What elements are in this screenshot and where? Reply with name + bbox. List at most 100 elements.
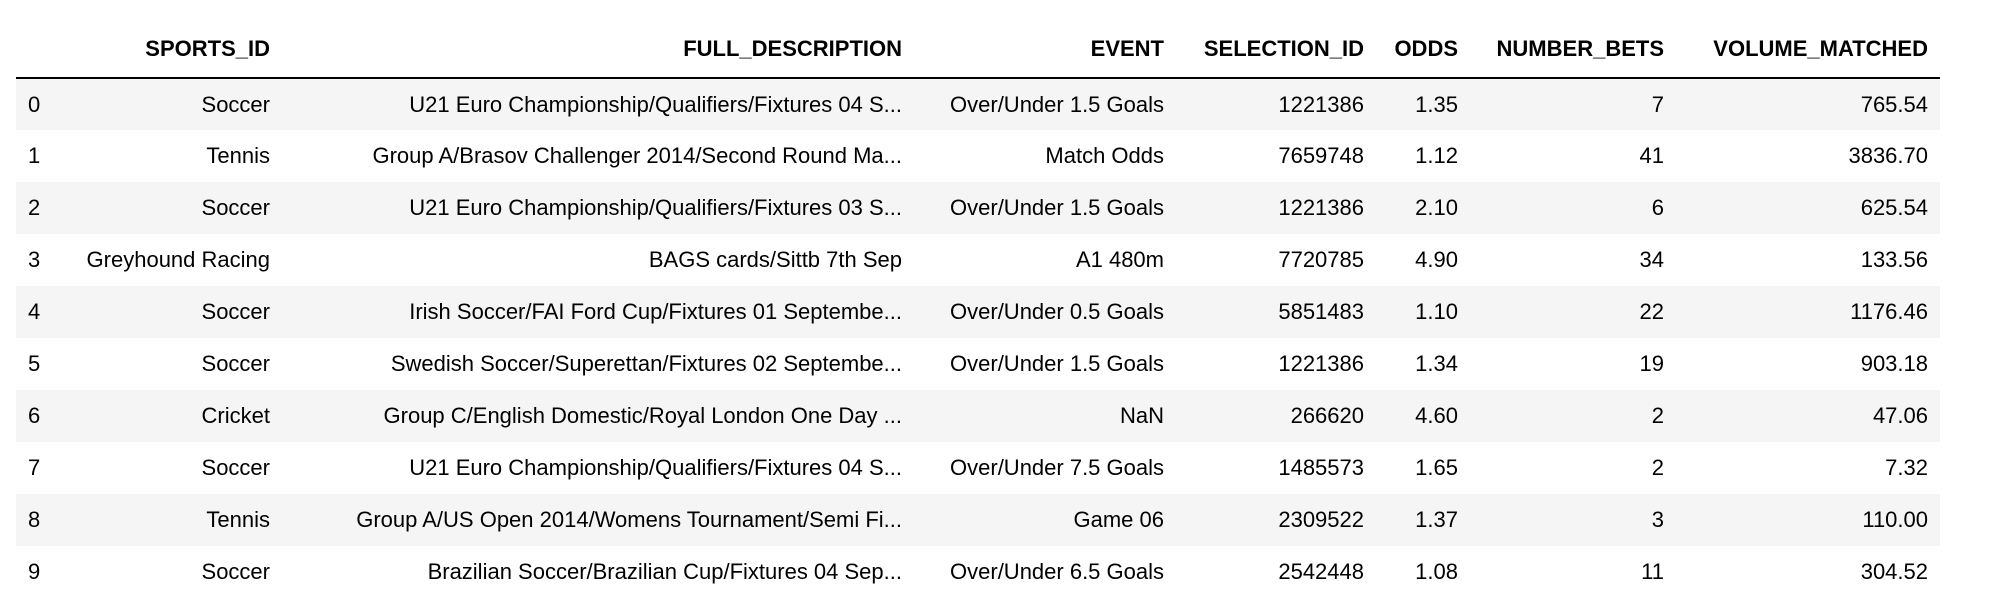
cell-number-bets: 34 <box>1470 234 1676 286</box>
cell-volume-matched: 110.00 <box>1676 494 1940 546</box>
row-index: 3 <box>16 234 64 286</box>
cell-full-description: U21 Euro Championship/Qualifiers/Fixture… <box>282 442 914 494</box>
column-header-sports-id: SPORTS_ID <box>64 20 282 79</box>
header-row: SPORTS_ID FULL_DESCRIPTION EVENT SELECTI… <box>16 20 1940 79</box>
cell-volume-matched: 903.18 <box>1676 338 1940 390</box>
row-index: 5 <box>16 338 64 390</box>
cell-odds: 1.34 <box>1376 338 1470 390</box>
cell-volume-matched: 1176.46 <box>1676 286 1940 338</box>
cell-full-description: Swedish Soccer/Superettan/Fixtures 02 Se… <box>282 338 914 390</box>
cell-full-description: Group A/US Open 2014/Womens Tournament/S… <box>282 494 914 546</box>
cell-sports-id: Soccer <box>64 546 282 598</box>
cell-event: Over/Under 1.5 Goals <box>914 182 1176 234</box>
cell-selection-id: 2542448 <box>1176 546 1376 598</box>
cell-volume-matched: 7.32 <box>1676 442 1940 494</box>
cell-odds: 1.10 <box>1376 286 1470 338</box>
cell-odds: 1.12 <box>1376 130 1470 182</box>
cell-sports-id: Greyhound Racing <box>64 234 282 286</box>
cell-sports-id: Soccer <box>64 286 282 338</box>
cell-full-description: U21 Euro Championship/Qualifiers/Fixture… <box>282 182 914 234</box>
cell-odds: 4.90 <box>1376 234 1470 286</box>
table-row: 6 Cricket Group C/English Domestic/Royal… <box>16 390 1940 442</box>
column-header-event: EVENT <box>914 20 1176 79</box>
cell-volume-matched: 625.54 <box>1676 182 1940 234</box>
table-row: 0 Soccer U21 Euro Championship/Qualifier… <box>16 78 1940 130</box>
cell-sports-id: Tennis <box>64 494 282 546</box>
table-row: 5 Soccer Swedish Soccer/Superettan/Fixtu… <box>16 338 1940 390</box>
column-header-full-description: FULL_DESCRIPTION <box>282 20 914 79</box>
cell-selection-id: 1221386 <box>1176 338 1376 390</box>
column-header-selection-id: SELECTION_ID <box>1176 20 1376 79</box>
cell-event: Over/Under 1.5 Goals <box>914 78 1176 130</box>
table-row: 1 Tennis Group A/Brasov Challenger 2014/… <box>16 130 1940 182</box>
cell-event: Over/Under 7.5 Goals <box>914 442 1176 494</box>
table-row: 4 Soccer Irish Soccer/FAI Ford Cup/Fixtu… <box>16 286 1940 338</box>
cell-sports-id: Soccer <box>64 182 282 234</box>
cell-event: Over/Under 0.5 Goals <box>914 286 1176 338</box>
cell-sports-id: Soccer <box>64 78 282 130</box>
cell-full-description: Group A/Brasov Challenger 2014/Second Ro… <box>282 130 914 182</box>
cell-full-description: Irish Soccer/FAI Ford Cup/Fixtures 01 Se… <box>282 286 914 338</box>
table-row: 2 Soccer U21 Euro Championship/Qualifier… <box>16 182 1940 234</box>
cell-event: Match Odds <box>914 130 1176 182</box>
row-index: 1 <box>16 130 64 182</box>
cell-number-bets: 22 <box>1470 286 1676 338</box>
cell-sports-id: Soccer <box>64 442 282 494</box>
column-header-number-bets: NUMBER_BETS <box>1470 20 1676 79</box>
dataframe-table: SPORTS_ID FULL_DESCRIPTION EVENT SELECTI… <box>16 20 1940 598</box>
cell-volume-matched: 3836.70 <box>1676 130 1940 182</box>
row-index: 2 <box>16 182 64 234</box>
cell-volume-matched: 133.56 <box>1676 234 1940 286</box>
cell-selection-id: 2309522 <box>1176 494 1376 546</box>
row-index: 0 <box>16 78 64 130</box>
cell-odds: 1.35 <box>1376 78 1470 130</box>
table-row: 8 Tennis Group A/US Open 2014/Womens Tou… <box>16 494 1940 546</box>
cell-full-description: BAGS cards/Sittb 7th Sep <box>282 234 914 286</box>
row-index: 9 <box>16 546 64 598</box>
cell-event: Over/Under 1.5 Goals <box>914 338 1176 390</box>
cell-full-description: U21 Euro Championship/Qualifiers/Fixture… <box>282 78 914 130</box>
index-header <box>16 20 64 79</box>
table-row: 9 Soccer Brazilian Soccer/Brazilian Cup/… <box>16 546 1940 598</box>
cell-full-description: Brazilian Soccer/Brazilian Cup/Fixtures … <box>282 546 914 598</box>
cell-sports-id: Soccer <box>64 338 282 390</box>
cell-sports-id: Tennis <box>64 130 282 182</box>
cell-number-bets: 7 <box>1470 78 1676 130</box>
cell-odds: 2.10 <box>1376 182 1470 234</box>
cell-number-bets: 2 <box>1470 442 1676 494</box>
table-row: 7 Soccer U21 Euro Championship/Qualifier… <box>16 442 1940 494</box>
cell-number-bets: 2 <box>1470 390 1676 442</box>
cell-volume-matched: 47.06 <box>1676 390 1940 442</box>
cell-event: NaN <box>914 390 1176 442</box>
row-index: 6 <box>16 390 64 442</box>
cell-number-bets: 3 <box>1470 494 1676 546</box>
cell-selection-id: 266620 <box>1176 390 1376 442</box>
cell-number-bets: 11 <box>1470 546 1676 598</box>
row-index: 7 <box>16 442 64 494</box>
cell-event: Over/Under 6.5 Goals <box>914 546 1176 598</box>
cell-selection-id: 1485573 <box>1176 442 1376 494</box>
column-header-volume-matched: VOLUME_MATCHED <box>1676 20 1940 79</box>
cell-event: A1 480m <box>914 234 1176 286</box>
table-row: 3 Greyhound Racing BAGS cards/Sittb 7th … <box>16 234 1940 286</box>
cell-full-description: Group C/English Domestic/Royal London On… <box>282 390 914 442</box>
cell-selection-id: 7720785 <box>1176 234 1376 286</box>
cell-odds: 1.08 <box>1376 546 1470 598</box>
cell-selection-id: 1221386 <box>1176 182 1376 234</box>
row-index: 4 <box>16 286 64 338</box>
cell-odds: 1.37 <box>1376 494 1470 546</box>
cell-event: Game 06 <box>914 494 1176 546</box>
cell-volume-matched: 304.52 <box>1676 546 1940 598</box>
cell-selection-id: 7659748 <box>1176 130 1376 182</box>
row-index: 8 <box>16 494 64 546</box>
cell-odds: 1.65 <box>1376 442 1470 494</box>
cell-sports-id: Cricket <box>64 390 282 442</box>
cell-number-bets: 19 <box>1470 338 1676 390</box>
cell-number-bets: 41 <box>1470 130 1676 182</box>
column-header-odds: ODDS <box>1376 20 1470 79</box>
cell-volume-matched: 765.54 <box>1676 78 1940 130</box>
cell-odds: 4.60 <box>1376 390 1470 442</box>
cell-selection-id: 1221386 <box>1176 78 1376 130</box>
dataframe-container: SPORTS_ID FULL_DESCRIPTION EVENT SELECTI… <box>16 20 1940 598</box>
cell-selection-id: 5851483 <box>1176 286 1376 338</box>
